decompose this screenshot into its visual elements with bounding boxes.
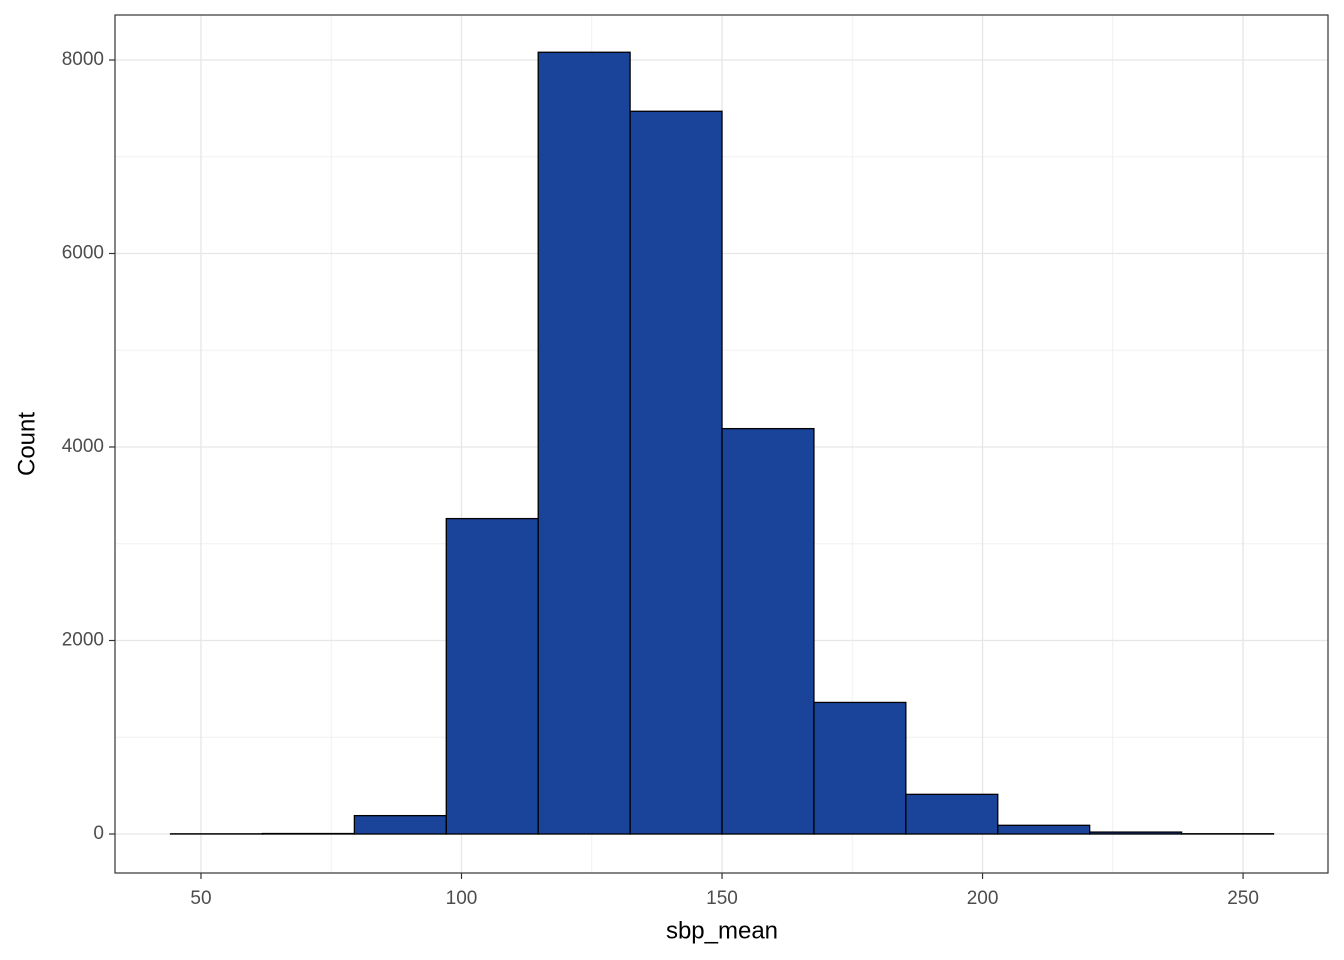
bar	[353, 814, 447, 835]
y-tick-label: 8000	[62, 49, 104, 70]
x-tick-label: 100	[446, 888, 478, 909]
y-tick-label: 6000	[62, 243, 104, 264]
bar	[813, 701, 907, 835]
x-tick-label: 200	[967, 888, 999, 909]
y-axis-title: Count	[13, 412, 40, 476]
bar	[721, 427, 815, 835]
bar	[445, 517, 539, 835]
y-tick-label: 4000	[62, 436, 104, 457]
y-tick-label: 0	[93, 823, 104, 844]
y-tick-label: 2000	[62, 630, 104, 651]
x-tick-label: 50	[190, 888, 211, 909]
bar	[537, 51, 631, 835]
bar	[1089, 831, 1183, 835]
x-tick-label: 250	[1227, 888, 1259, 909]
x-tick-label: 150	[706, 888, 738, 909]
bar	[997, 824, 1091, 835]
bar	[905, 793, 999, 835]
x-axis-title: sbp_mean	[666, 917, 778, 944]
bars	[169, 51, 1275, 835]
axes: 50 100 150 200 250 0 2000 4000 6000 8000	[62, 49, 1259, 909]
bar	[629, 110, 723, 835]
